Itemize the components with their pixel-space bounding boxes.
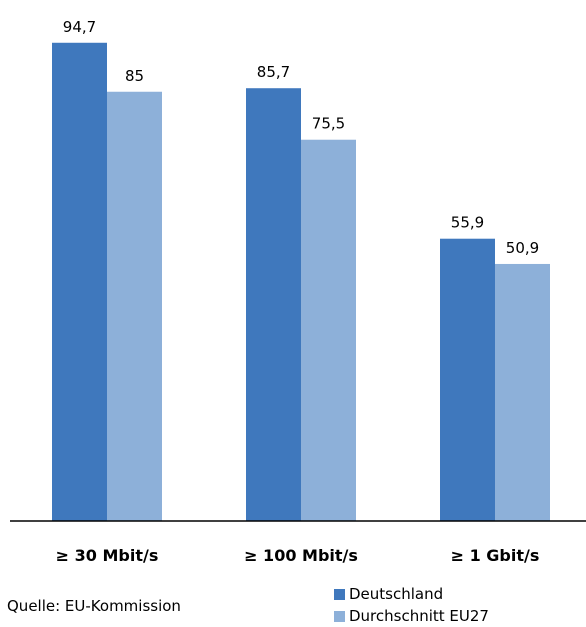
value-label-eu27-2: 50,9	[506, 239, 539, 257]
value-label-deutschland-0: 94,7	[63, 18, 96, 36]
legend-label-deutschland: Deutschland	[349, 585, 444, 603]
value-labels-group: 94,7 85 85,7 75,5 55,9 50,9	[63, 18, 539, 257]
value-label-eu27-1: 75,5	[312, 115, 345, 133]
legend-swatch-deutschland	[334, 588, 345, 600]
value-label-deutschland-2: 55,9	[451, 214, 484, 232]
bar-eu27-0	[107, 91, 162, 521]
category-label-0: ≥ 30 Mbit/s	[56, 546, 159, 565]
bar-deutschland-1	[246, 88, 301, 521]
source-note: Quelle: EU-Kommission	[7, 597, 181, 615]
bar-deutschland-2	[440, 238, 495, 521]
legend-label-eu27: Durchschnitt EU27	[349, 607, 489, 625]
bars-group	[52, 42, 550, 521]
bar-eu27-2	[495, 263, 550, 521]
category-label-2: ≥ 1 Gbit/s	[451, 546, 540, 565]
value-label-eu27-0: 85	[125, 67, 144, 85]
legend-swatch-eu27	[334, 610, 345, 622]
category-label-1: ≥ 100 Mbit/s	[244, 546, 358, 565]
bar-eu27-1	[301, 139, 356, 521]
legend-item-deutschland: Deutschland	[334, 583, 489, 605]
category-labels-group: ≥ 30 Mbit/s ≥ 100 Mbit/s ≥ 1 Gbit/s	[56, 546, 540, 565]
legend: Deutschland Durchschnitt EU27	[334, 583, 489, 627]
legend-item-eu27: Durchschnitt EU27	[334, 605, 489, 627]
bar-deutschland-0	[52, 42, 107, 521]
value-label-deutschland-1: 85,7	[257, 63, 290, 81]
